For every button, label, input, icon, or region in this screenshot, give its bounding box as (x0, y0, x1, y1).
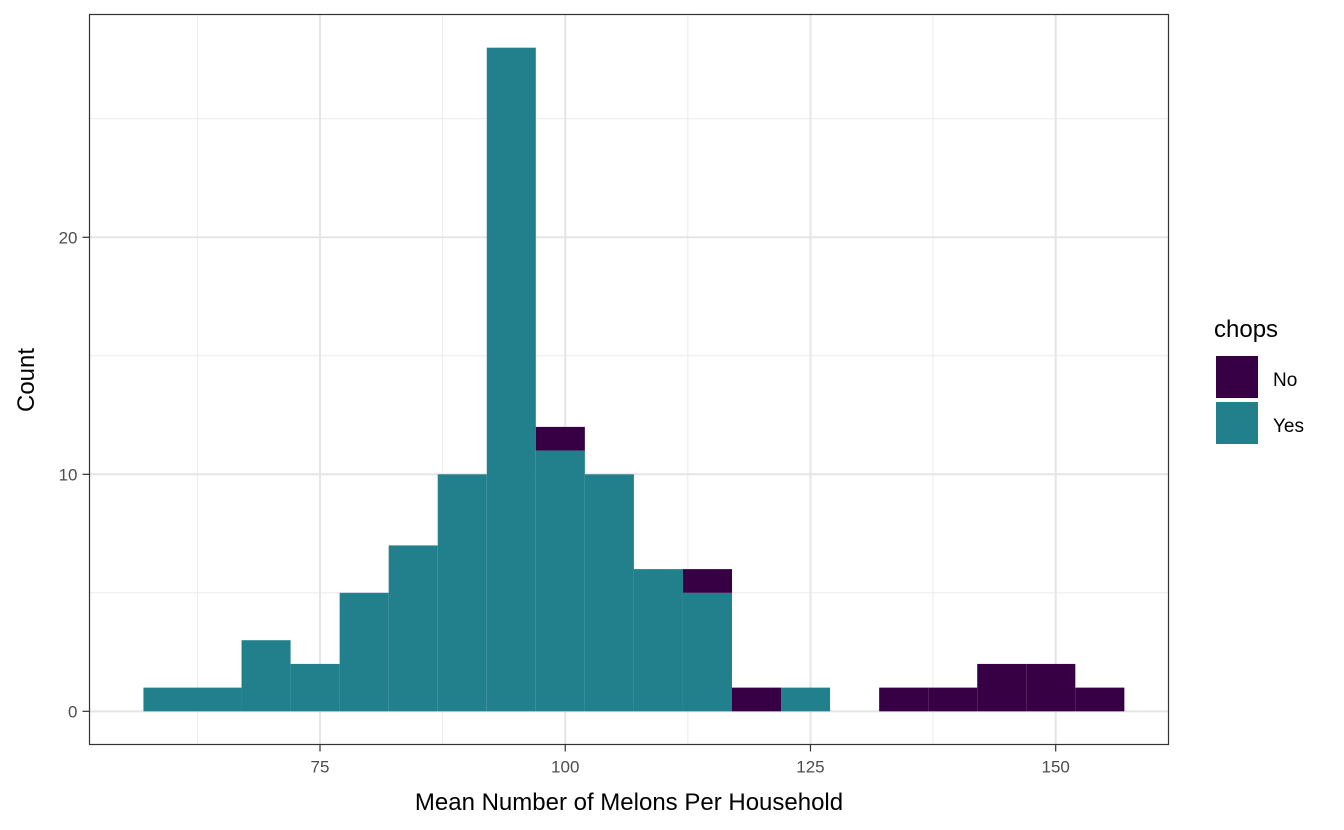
bar-yes-102 (584, 474, 634, 712)
x-tick-label: 150 (1042, 758, 1070, 777)
legend: chops No Yes (1214, 316, 1304, 444)
bar-yes-112 (682, 592, 732, 712)
bar-no-97 (535, 426, 585, 451)
bar-yes-67 (241, 640, 291, 712)
x-tick-label: 75 (311, 758, 330, 777)
x-tick-label: 125 (796, 758, 824, 777)
bar-yes-82 (388, 545, 438, 712)
bar-no-142 (977, 663, 1027, 712)
x-axis: 75 100 125 150 (311, 744, 1070, 777)
bar-no-152 (1075, 687, 1125, 712)
bar-yes-72 (290, 663, 340, 712)
bar-yes-57 (143, 687, 193, 712)
y-tick-label: 20 (59, 228, 78, 247)
y-tick-label: 10 (59, 465, 78, 484)
legend-key-no (1216, 356, 1258, 398)
bar-yes-62 (192, 687, 242, 712)
bar-yes-77 (339, 592, 389, 712)
bar-no-117 (731, 687, 782, 712)
bar-yes-122 (781, 687, 831, 712)
legend-label-no: No (1273, 370, 1297, 391)
legend-title: chops (1214, 316, 1278, 343)
panel-border (88, 13, 1170, 746)
y-axis-title: Count (13, 348, 40, 412)
bar-no-112 (682, 569, 732, 593)
minor-gridlines (89, 14, 1169, 745)
y-axis: 0 10 20 (59, 228, 90, 721)
legend-label-yes: Yes (1273, 416, 1304, 437)
y-tick-label: 0 (68, 702, 77, 721)
x-axis-title: Mean Number of Melons Per Household (415, 789, 843, 816)
bar-yes-97 (535, 450, 585, 712)
bar-yes-87 (437, 474, 487, 712)
legend-key-yes (1216, 402, 1258, 444)
bar-no-147 (1026, 663, 1076, 712)
histogram-bars (143, 47, 1125, 712)
bar-no-137 (928, 687, 978, 712)
bar-yes-92 (486, 47, 536, 712)
bar-yes-107 (633, 569, 683, 712)
x-tick-label: 100 (551, 758, 579, 777)
bar-no-132 (879, 687, 929, 712)
